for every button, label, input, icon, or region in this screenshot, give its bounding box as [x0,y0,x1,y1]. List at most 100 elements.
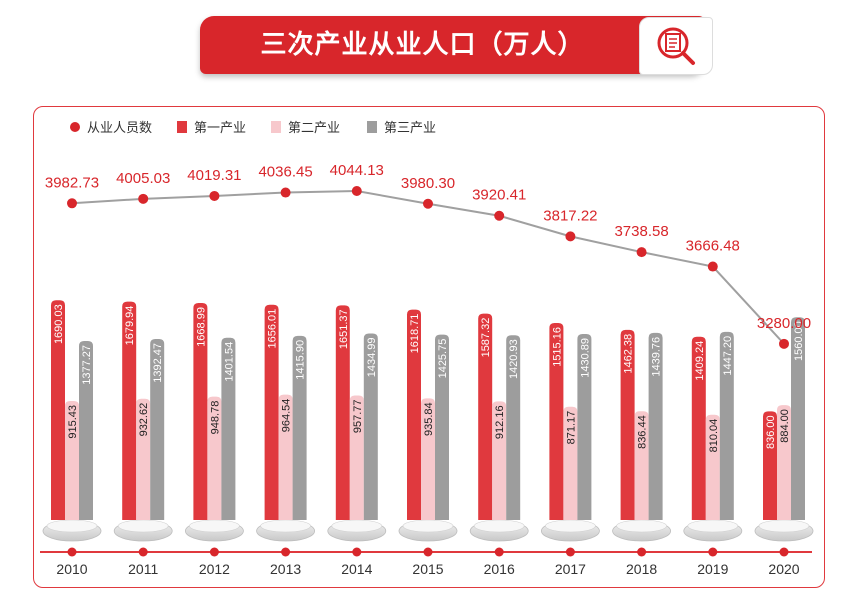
bar-tertiary [791,317,805,520]
bar-secondary [65,400,79,520]
pedestals [42,519,814,542]
total-data-label: 3666.48 [686,238,740,255]
bar-primary [478,313,493,520]
bar-data-label: 1434.99 [366,337,378,377]
x-tick-label: 2010 [56,561,87,577]
bar-data-label: 1439.76 [651,337,663,377]
bar-tertiary [79,340,93,520]
bar-secondary [777,405,791,520]
x-tick-label: 2019 [697,561,728,577]
bar-tertiary [292,335,307,520]
total-data-label: 3280.00 [757,315,811,332]
pedestal-top [687,519,739,533]
total-point [67,198,77,209]
x-tick-label: 2020 [768,561,799,577]
legend-label: 第一产业 [194,120,246,135]
bar-data-label: 1409.24 [694,341,706,381]
bar-data-label: 932.62 [138,403,150,437]
bar-primary [193,303,208,520]
total-point [636,247,647,258]
total-data-label: 4036.45 [258,164,312,181]
x-axis-tick-dot [565,547,575,557]
bar-tertiary [435,334,449,520]
pedestal-top [331,519,383,533]
total-line: 3982.73 4005.03 4019.31 4036.45 4044.13 3980.… [45,162,811,349]
legend-marker-total [70,122,80,132]
bar-secondary [563,406,578,520]
bar-tertiary [719,331,734,520]
bar-secondary [705,414,720,520]
x-axis-tick-dot [423,547,433,557]
bar-primary [51,300,65,520]
bar-data-label: 1651.37 [338,309,350,349]
pedestal-top [616,519,667,533]
bar-data-label: 1447.20 [722,336,734,376]
bar-data-label: 810.04 [708,419,720,453]
total-point [779,338,789,349]
x-tick-label: 2013 [270,561,301,577]
bar-primary [549,323,564,520]
x-tick-label: 2012 [199,561,230,577]
bar-data-label: 1690.03 [53,304,65,344]
legend-label: 第二产业 [288,120,340,135]
total-point [565,231,576,242]
bar-primary [264,304,279,520]
bar-data-label: 1560.00 [793,321,805,361]
x-axis-tick-dot [637,547,647,557]
bar-data-label: 1420.93 [508,339,520,379]
pedestal-top [758,519,810,533]
bar-primary [407,309,421,520]
bar-tertiary [577,333,592,520]
bar-data-label: 1415.90 [295,340,307,380]
legend-label: 第三产业 [384,120,436,135]
x-axis: 2010 2011 2012 2013 2014 2015 2016 2017 2018 2019… [40,547,812,577]
legend-marker-3 [367,121,377,133]
total-data-label: 3738.58 [614,223,668,240]
bar-data-label: 935.84 [423,402,435,436]
bar-data-label: 836.00 [765,415,777,449]
bar-data-label: 1377.27 [81,345,93,385]
bar-primary [122,301,137,520]
total-point [138,193,149,204]
magnifier-document-icon-graphic [657,27,695,65]
bar-secondary [207,396,222,520]
bar-tertiary [221,337,236,520]
bar-secondary [136,398,151,520]
legend-marker-1 [177,121,187,133]
bar-data-label: 871.17 [565,411,577,445]
pedestal-top [473,519,525,533]
total-data-label: 3920.41 [472,187,526,204]
pedestal-top [189,519,240,533]
bar-data-label: 1392.47 [152,343,164,383]
bar-data-label: 1679.94 [124,306,136,346]
bar-secondary [634,411,649,520]
x-tick-label: 2011 [128,561,158,577]
bar-tertiary [506,335,521,520]
chart-frame [33,106,825,588]
bar-secondary [278,394,293,520]
magnifier-document-icon [639,17,713,75]
bar-data-label: 1587.32 [480,318,492,358]
x-tick-label: 2014 [341,561,372,577]
legend: 从业人员数 第一产业 第二产业 第三产业 [70,120,436,135]
bar-primary [620,329,635,520]
x-axis-tick-dot [708,547,718,557]
bar-secondary [349,395,364,520]
bar-tertiary [648,332,663,520]
bar-data-label: 912.16 [494,405,506,439]
bar-secondary [492,401,507,520]
pedestal-top [46,519,98,533]
x-axis-tick-dot [281,547,291,557]
total-point [423,198,433,209]
bar-primary [335,305,350,520]
x-axis-tick-dot [494,547,504,557]
pedestal-top [117,519,169,533]
total-point [280,187,291,198]
bar-data-label: 964.54 [281,399,293,433]
x-tick-label: 2018 [626,561,657,577]
total-point [351,186,362,196]
bar-data-label: 1462.38 [623,334,635,374]
pedestal-top [402,519,454,533]
total-data-label: 3817.22 [543,207,597,224]
